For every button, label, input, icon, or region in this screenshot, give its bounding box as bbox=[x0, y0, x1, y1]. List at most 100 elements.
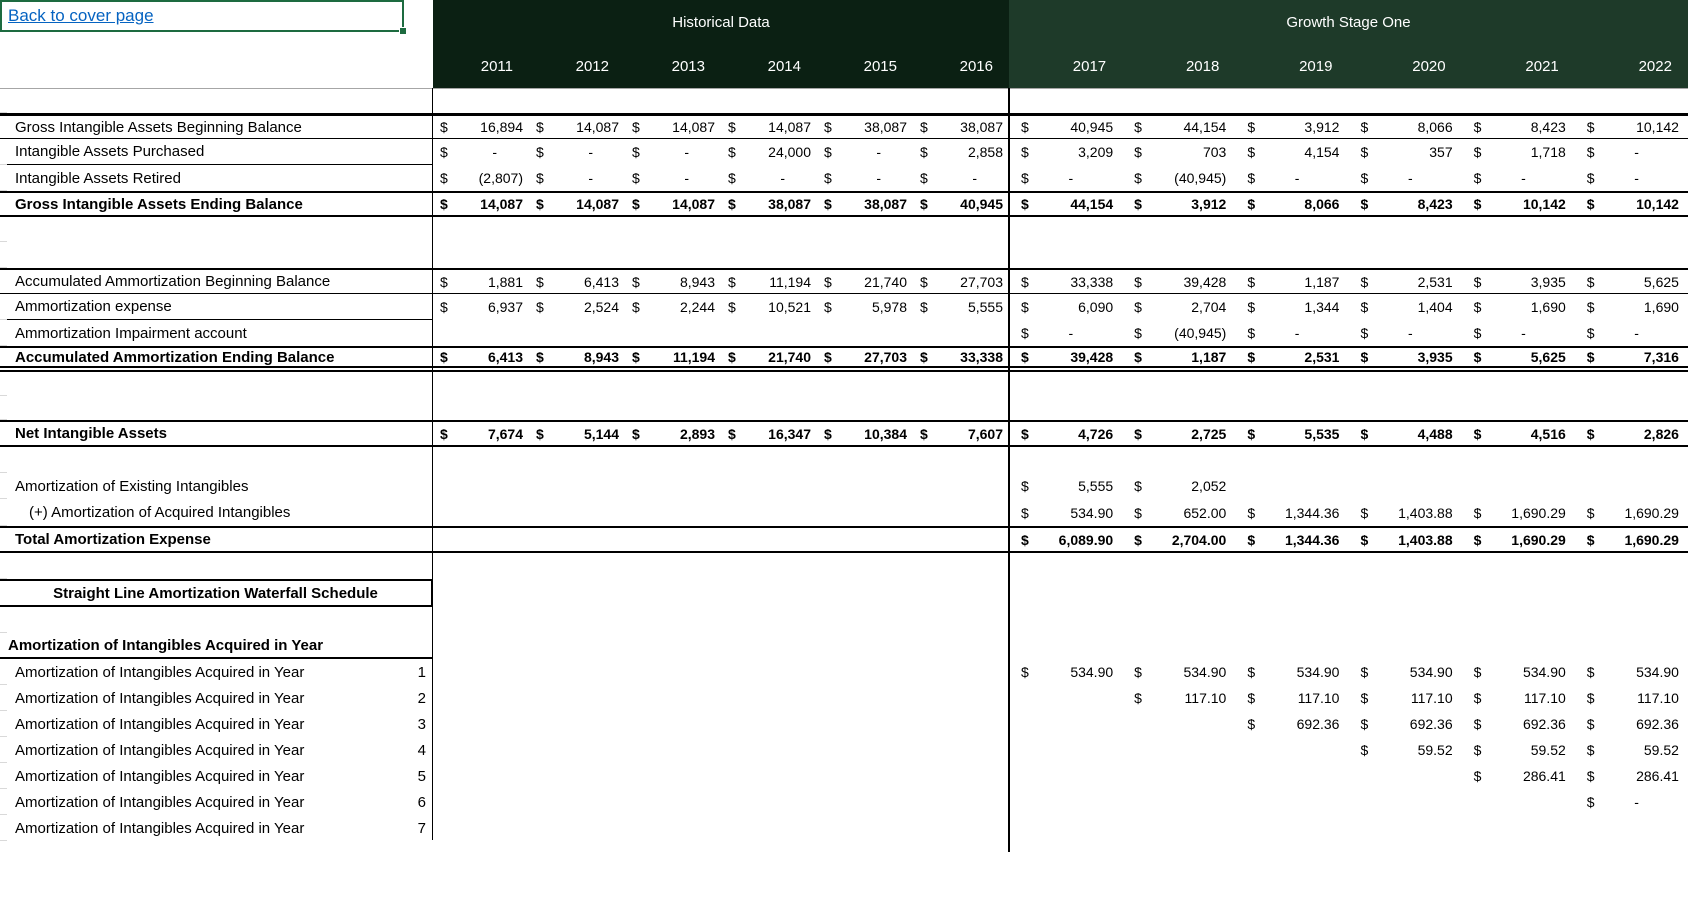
label-gross_end[interactable]: Gross Intangible Assets Ending Balance bbox=[7, 193, 433, 215]
cell-sp7-2011[interactable] bbox=[433, 607, 529, 633]
cell-wf_header-2013[interactable] bbox=[625, 633, 721, 659]
cell-wf_box-2017[interactable] bbox=[1009, 579, 1122, 607]
cell-retired-2015[interactable]: $ - bbox=[817, 165, 913, 191]
cell-amort_existing-2020[interactable] bbox=[1348, 473, 1461, 499]
year-cell-2020[interactable]: 2020 bbox=[1348, 44, 1462, 88]
cell-amort_acquired-2021[interactable]: $1,690.29 bbox=[1462, 499, 1575, 526]
cell-wf1-2019[interactable]: $534.90 bbox=[1235, 659, 1348, 685]
cell-gross_beg-2013[interactable]: $14,087 bbox=[625, 116, 721, 138]
cell-gross_end-2021[interactable]: $10,142 bbox=[1462, 193, 1575, 215]
cell-spacer-bottom-2012[interactable] bbox=[529, 841, 625, 906]
label-wf5[interactable]: Amortization of Intangibles Acquired in … bbox=[7, 763, 433, 789]
cell-sp7-2013[interactable] bbox=[625, 607, 721, 633]
cell-total_amort-2017[interactable]: $6,089.90 bbox=[1009, 528, 1122, 551]
cell-accum_beg-2019[interactable]: $1,187 bbox=[1235, 270, 1348, 293]
cell-wf4-2015[interactable] bbox=[817, 737, 913, 763]
cell-spacer-bottom-2011[interactable] bbox=[433, 841, 529, 906]
cell-spacer-bottom-2017[interactable] bbox=[1009, 841, 1122, 906]
cell-total_amort-2016[interactable] bbox=[913, 528, 1009, 551]
cell-wf1-2014[interactable] bbox=[721, 659, 817, 685]
cell-wf_box-2015[interactable] bbox=[817, 579, 913, 607]
cell-spacer-bottom-2020[interactable] bbox=[1348, 841, 1461, 906]
cell-sp2-2015[interactable] bbox=[817, 242, 913, 268]
cell-wf7-2016[interactable] bbox=[913, 815, 1009, 841]
cell-wf3-2016[interactable] bbox=[913, 711, 1009, 737]
cell-accum_end-2016[interactable]: $33,338 bbox=[913, 348, 1009, 366]
cell-impairment-2014[interactable] bbox=[721, 320, 817, 346]
cell-wf6-2016[interactable] bbox=[913, 789, 1009, 815]
cell-wf6-2018[interactable] bbox=[1122, 789, 1235, 815]
cell-sp6-2022[interactable] bbox=[1575, 553, 1688, 579]
cell-impairment-2016[interactable] bbox=[913, 320, 1009, 346]
cell-retired-2022[interactable]: $ - bbox=[1575, 165, 1688, 191]
cell-wf3-2021[interactable]: $692.36 bbox=[1462, 711, 1575, 737]
cell-purchased-2015[interactable]: $ - bbox=[817, 139, 913, 165]
year-cell-2022[interactable]: 2022 bbox=[1574, 44, 1688, 88]
cell-spacer-top-2020[interactable] bbox=[1348, 89, 1461, 113]
cell-gross_beg-2021[interactable]: $8,423 bbox=[1462, 116, 1575, 138]
cell-impairment-2015[interactable] bbox=[817, 320, 913, 346]
cell-retired-2021[interactable]: $ - bbox=[1462, 165, 1575, 191]
cell-wf_header-2021[interactable] bbox=[1462, 633, 1575, 659]
cell-sp3-2012[interactable] bbox=[529, 372, 625, 396]
cell-spacer-top-2013[interactable] bbox=[625, 89, 721, 113]
cell-purchased-2020[interactable]: $357 bbox=[1348, 139, 1461, 165]
cell-amort_acquired-2015[interactable] bbox=[817, 499, 913, 526]
cell-wf_header-2012[interactable] bbox=[529, 633, 625, 659]
cell-wf7-2021[interactable] bbox=[1462, 815, 1575, 841]
cell-purchased-2013[interactable]: $ - bbox=[625, 139, 721, 165]
cell-spacer-top-2015[interactable] bbox=[817, 89, 913, 113]
cell-total_amort-2015[interactable] bbox=[817, 528, 913, 551]
cell-spacer-bottom-2021[interactable] bbox=[1462, 841, 1575, 906]
cell-spacer-bottom-2014[interactable] bbox=[721, 841, 817, 906]
cell-wf5-2018[interactable] bbox=[1122, 763, 1235, 789]
cell-sp7-2019[interactable] bbox=[1235, 607, 1348, 633]
cell-gross_beg-2022[interactable]: $10,142 bbox=[1575, 116, 1688, 138]
cell-total_amort-2013[interactable] bbox=[625, 528, 721, 551]
cell-impairment-2019[interactable]: $ - bbox=[1235, 320, 1348, 346]
cell-sp6-2014[interactable] bbox=[721, 553, 817, 579]
cell-wf_box-2011[interactable] bbox=[433, 579, 529, 607]
cell-wf_header-2017[interactable] bbox=[1009, 633, 1122, 659]
cell-sp7-2022[interactable] bbox=[1575, 607, 1688, 633]
cell-wf4-2016[interactable] bbox=[913, 737, 1009, 763]
cell-retired-2014[interactable]: $ - bbox=[721, 165, 817, 191]
cell-spacer-top-2011[interactable] bbox=[433, 89, 529, 113]
cell-sp6-2011[interactable] bbox=[433, 553, 529, 579]
cell-sp4-2016[interactable] bbox=[913, 396, 1009, 420]
cell-amort_exp-2018[interactable]: $2,704 bbox=[1122, 294, 1235, 320]
cell-wf5-2019[interactable] bbox=[1235, 763, 1348, 789]
cell-retired-2011[interactable]: $ (2,807) bbox=[433, 165, 529, 191]
cell-amort_existing-2015[interactable] bbox=[817, 473, 913, 499]
cell-accum_end-2012[interactable]: $8,943 bbox=[529, 348, 625, 366]
cell-wf2-2012[interactable] bbox=[529, 685, 625, 711]
cell-amort_acquired-2012[interactable] bbox=[529, 499, 625, 526]
cell-wf2-2017[interactable] bbox=[1009, 685, 1122, 711]
cell-sp5-2014[interactable] bbox=[721, 447, 817, 473]
cell-wf3-2015[interactable] bbox=[817, 711, 913, 737]
cell-gross_beg-2014[interactable]: $14,087 bbox=[721, 116, 817, 138]
cell-sp1-2014[interactable] bbox=[721, 217, 817, 242]
cell-accum_beg-2012[interactable]: $6,413 bbox=[529, 270, 625, 293]
cell-spacer-bottom-2013[interactable] bbox=[625, 841, 721, 906]
cell-gross_end-2016[interactable]: $40,945 bbox=[913, 193, 1009, 215]
cell-amort_exp-2014[interactable]: $10,521 bbox=[721, 294, 817, 320]
cell-sp2-2021[interactable] bbox=[1462, 242, 1575, 268]
cell-accum_end-2018[interactable]: $1,187 bbox=[1122, 348, 1235, 366]
cell-sp4-2021[interactable] bbox=[1462, 396, 1575, 420]
cell-sp6-2015[interactable] bbox=[817, 553, 913, 579]
cell-accum_end-2022[interactable]: $7,316 bbox=[1575, 348, 1688, 366]
cell-sp5-2016[interactable] bbox=[913, 447, 1009, 473]
cell-wf6-2019[interactable] bbox=[1235, 789, 1348, 815]
cell-wf3-2013[interactable] bbox=[625, 711, 721, 737]
cell-wf4-2012[interactable] bbox=[529, 737, 625, 763]
label-purchased[interactable]: Intangible Assets Purchased bbox=[7, 139, 433, 165]
cell-accum_end-2011[interactable]: $6,413 bbox=[433, 348, 529, 366]
cell-total_amort-2014[interactable] bbox=[721, 528, 817, 551]
cell-amort_acquired-2019[interactable]: $1,344.36 bbox=[1235, 499, 1348, 526]
cell-sp4-2015[interactable] bbox=[817, 396, 913, 420]
cell-sp1-2017[interactable] bbox=[1009, 217, 1122, 242]
cell-sp5-2020[interactable] bbox=[1348, 447, 1461, 473]
cell-wf3-2012[interactable] bbox=[529, 711, 625, 737]
cell-accum_beg-2018[interactable]: $39,428 bbox=[1122, 270, 1235, 293]
